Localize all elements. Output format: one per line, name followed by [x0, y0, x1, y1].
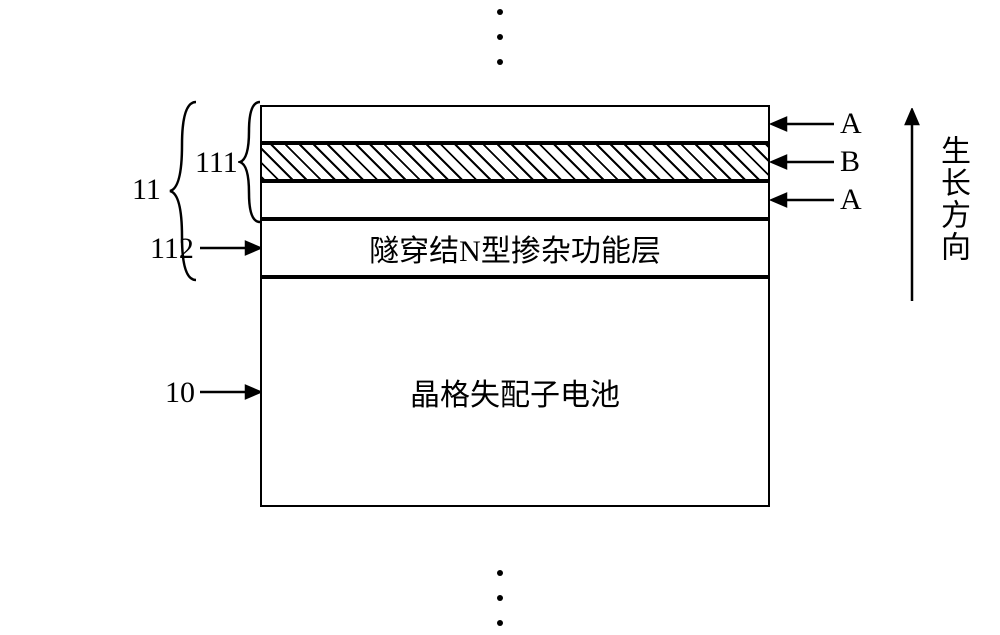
ellipsis-top-dot: [497, 9, 503, 15]
label-10: 10: [165, 378, 195, 408]
arrow-10: [200, 382, 262, 402]
label-a-bottom: A: [840, 185, 862, 215]
label-b: B: [840, 147, 860, 177]
label-111: 111: [195, 148, 238, 178]
arrow-a-top: [770, 114, 836, 134]
arrow-112: [200, 238, 262, 258]
brace-111: [238, 100, 264, 224]
diagram-stage: 隧穿结N型掺杂功能层 晶格失配子电池 11 111 112 10 A B A: [0, 0, 1000, 635]
ellipsis-top-dot: [497, 59, 503, 65]
layer-tunnel-label: 隧穿结N型掺杂功能层: [369, 226, 661, 270]
layer-tunnel-junction: 隧穿结N型掺杂功能层: [260, 219, 770, 277]
ellipsis-bottom-dot: [497, 595, 503, 601]
arrow-a-bottom: [770, 190, 836, 210]
ellipsis-bottom-dot: [497, 620, 503, 626]
label-112: 112: [150, 234, 194, 264]
layer-mismatch-subcell: 晶格失配子电池: [260, 277, 770, 507]
arrow-b: [770, 152, 836, 172]
layer-b: [260, 143, 770, 181]
label-a-top: A: [840, 109, 862, 139]
growth-direction-label: 生长方向: [930, 135, 974, 263]
ellipsis-top-dot: [497, 34, 503, 40]
layer-subcell-label: 晶格失配子电池: [410, 370, 620, 414]
layer-a-top: [260, 105, 770, 143]
ellipsis-bottom-dot: [497, 570, 503, 576]
label-11: 11: [132, 175, 161, 205]
growth-arrow: [902, 108, 922, 303]
layer-a-bottom: [260, 181, 770, 219]
